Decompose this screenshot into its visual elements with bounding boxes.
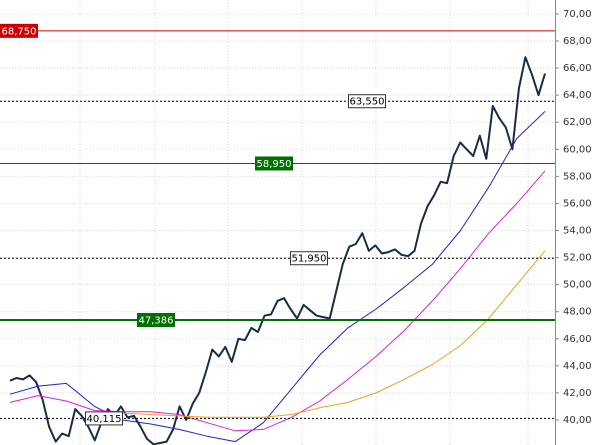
y-tick-label: 50,00 — [563, 280, 592, 291]
y-tick-label: 70,00 — [563, 9, 592, 20]
y-tick-label: 48,00 — [563, 307, 592, 318]
y-tick-label: 42,00 — [563, 388, 592, 399]
level-label-box — [348, 94, 386, 109]
y-tick-label: 66,00 — [563, 63, 592, 74]
level-label: 63,550 — [348, 94, 386, 109]
level-label: 68,750 — [0, 23, 38, 38]
y-tick-label: 64,00 — [563, 90, 592, 101]
level-label: 58,950 — [255, 156, 293, 171]
y-tick-label: 68,00 — [563, 36, 592, 47]
level-label: 51,950 — [290, 251, 328, 266]
level-label-text: 68,750 — [2, 26, 37, 37]
y-tick-label: 58,00 — [563, 171, 592, 182]
y-tick-label: 44,00 — [563, 361, 592, 372]
y-tick-label: 62,00 — [563, 117, 592, 128]
y-tick-label: 56,00 — [563, 198, 592, 209]
level-label-text: 63,550 — [350, 97, 385, 108]
level-label-text: 58,950 — [257, 159, 292, 170]
y-tick-label: 60,00 — [563, 144, 592, 155]
level-label-box — [0, 23, 38, 38]
level-label: 40,115 — [85, 411, 123, 426]
y-tick-label: 40,00 — [563, 415, 592, 426]
level-label-box — [290, 251, 328, 266]
y-tick-label: 46,00 — [563, 334, 592, 345]
level-label-box — [85, 411, 123, 426]
price-line — [94, 250, 546, 418]
y-tick-label: 52,00 — [563, 253, 592, 264]
level-label-text: 40,115 — [87, 414, 122, 425]
price-line — [9, 111, 546, 443]
price-line — [9, 170, 546, 432]
level-label-text: 47,386 — [139, 315, 174, 326]
price-line — [9, 56, 546, 445]
vertical-grid — [79, 0, 529, 445]
level-label-text: 51,950 — [292, 254, 327, 265]
level-label-box — [255, 156, 293, 171]
y-tick-label: 54,00 — [563, 225, 592, 236]
level-label: 47,386 — [137, 312, 175, 327]
level-label-box — [137, 312, 175, 327]
